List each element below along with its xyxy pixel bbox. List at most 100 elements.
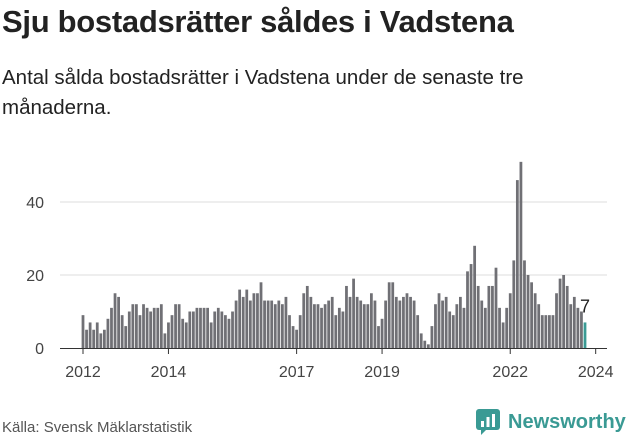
- bar: [366, 304, 370, 348]
- bar: [227, 318, 231, 348]
- bar: [81, 315, 85, 348]
- bar: [273, 304, 277, 348]
- bar: [252, 293, 256, 348]
- bar: [184, 322, 188, 348]
- bar: [569, 304, 573, 348]
- bar: [117, 296, 120, 348]
- bar: [327, 300, 331, 348]
- bar: [298, 315, 302, 348]
- bar: [337, 307, 341, 348]
- bar: [384, 300, 388, 348]
- bar: [391, 282, 395, 348]
- bar: [558, 278, 562, 348]
- bar: [394, 296, 398, 348]
- bar: [245, 289, 249, 348]
- bar: [402, 296, 405, 348]
- bar: [241, 296, 245, 348]
- bar: [131, 304, 135, 348]
- bar: [284, 296, 288, 348]
- bar: [423, 340, 427, 348]
- bar: [387, 282, 391, 348]
- bar: [483, 307, 487, 348]
- bar: [519, 161, 523, 348]
- bar: [512, 260, 516, 348]
- bar: [345, 285, 348, 348]
- bar: [177, 304, 181, 348]
- bar: [280, 304, 284, 348]
- bar-last: [583, 322, 587, 348]
- x-tick-label: 2012: [65, 364, 101, 381]
- chart-subtitle: Antal sålda bostadsrätter i Vadstena und…: [2, 66, 524, 119]
- bar: [88, 322, 92, 348]
- bar: [341, 311, 345, 348]
- bar: [487, 285, 491, 348]
- bar: [576, 307, 580, 348]
- bar: [220, 311, 224, 348]
- bar: [188, 311, 192, 348]
- x-tick-label: 2022: [492, 364, 528, 381]
- bar: [537, 304, 541, 348]
- y-tick-label: 0: [35, 341, 44, 358]
- bar: [434, 304, 437, 348]
- bar: [555, 293, 558, 348]
- x-tick-label: 2017: [279, 364, 315, 381]
- bar: [145, 307, 149, 348]
- bar: [416, 315, 420, 348]
- bar: [580, 311, 583, 348]
- bar: [231, 311, 234, 348]
- bar: [234, 300, 238, 348]
- bar: [199, 307, 202, 348]
- bar: [352, 278, 355, 348]
- bar: [551, 315, 555, 348]
- bar: [85, 329, 88, 348]
- bar: [508, 293, 512, 348]
- bar: [313, 304, 316, 348]
- newsworthy-logo-icon: [476, 409, 500, 435]
- bar: [209, 322, 213, 348]
- bar-chart: 0 20 40 2012 2014 2017 2019 2022 2024 7: [26, 161, 614, 381]
- bar: [95, 322, 99, 348]
- bar: [216, 307, 220, 348]
- bar: [291, 326, 295, 348]
- bar: [355, 296, 359, 348]
- bar: [526, 275, 530, 348]
- bar: [362, 304, 366, 348]
- bar: [99, 333, 103, 348]
- bar: [213, 311, 217, 348]
- bar: [142, 304, 145, 348]
- bar: [159, 304, 163, 348]
- bar: [369, 293, 373, 348]
- bar: [124, 326, 128, 348]
- bar: [288, 315, 291, 348]
- bar: [444, 296, 448, 348]
- bar: [238, 289, 242, 348]
- bar: [135, 304, 138, 348]
- bar: [430, 326, 434, 348]
- bar: [459, 296, 462, 348]
- bar: [501, 322, 505, 348]
- bar: [562, 275, 566, 348]
- x-tick-label: 2019: [364, 364, 400, 381]
- bar: [163, 333, 167, 348]
- bar: [170, 315, 174, 348]
- bar: [530, 282, 533, 348]
- bar: [544, 315, 548, 348]
- bar: [127, 311, 131, 348]
- bar: [441, 300, 444, 348]
- bar: [523, 260, 526, 348]
- bar: [348, 296, 352, 348]
- bar: [277, 300, 281, 348]
- chart-title: Sju bostadsrätter såldes i Vadstena: [2, 4, 514, 39]
- y-tick-label: 20: [26, 268, 44, 285]
- bar: [202, 307, 206, 348]
- bar: [149, 311, 153, 348]
- bar: [320, 307, 323, 348]
- bar: [462, 307, 466, 348]
- bar: [515, 180, 519, 348]
- bar: [256, 293, 259, 348]
- bar: [156, 307, 160, 348]
- bar: [120, 315, 124, 348]
- bar: [476, 285, 480, 348]
- bar: [540, 315, 544, 348]
- bar: [167, 322, 170, 348]
